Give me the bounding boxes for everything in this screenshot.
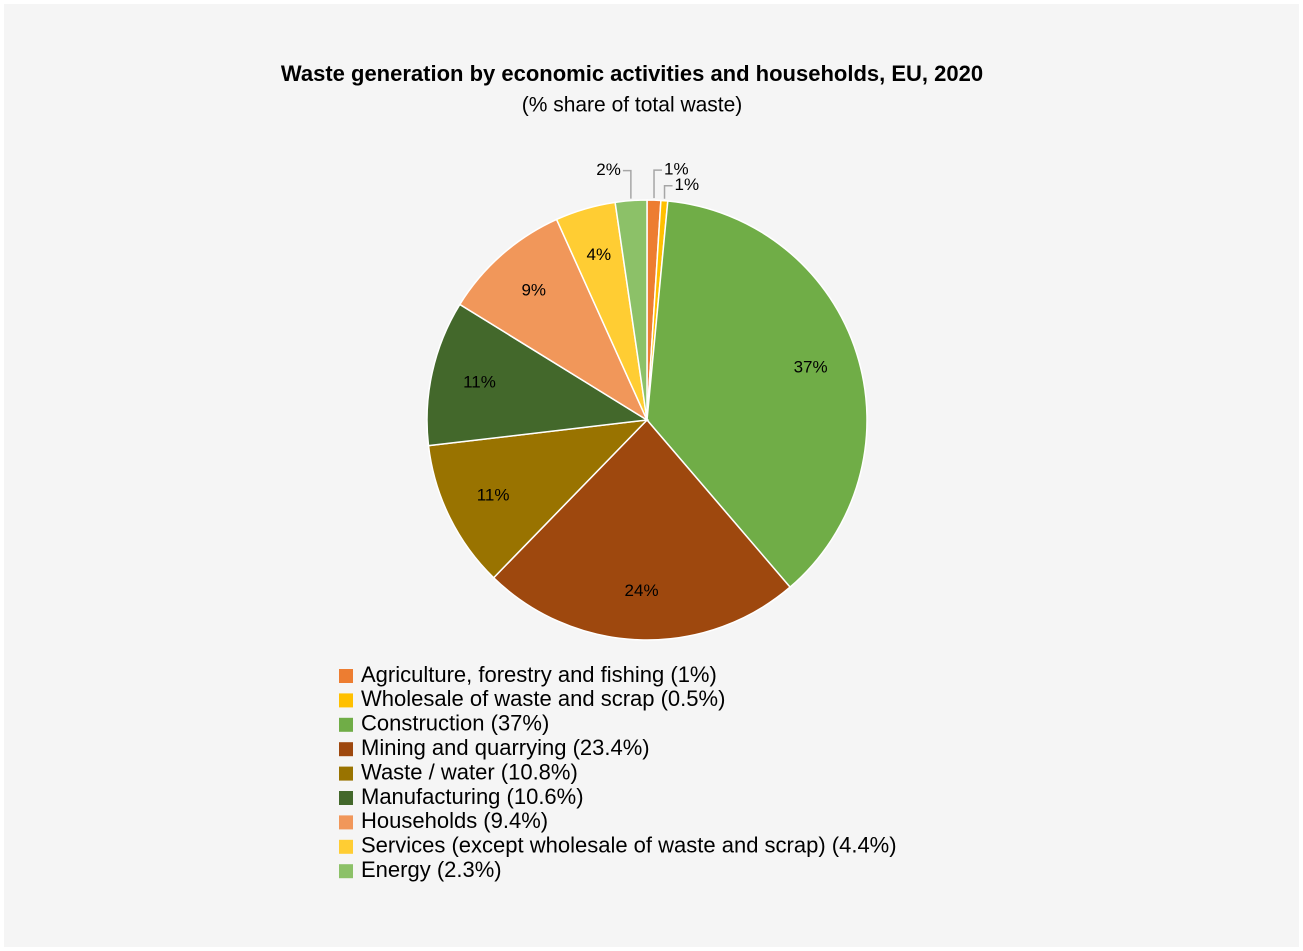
chart-title: Waste generation by economic activities … [281, 61, 983, 86]
data-label: 11% [477, 485, 510, 504]
legend-label: Construction (37%) [361, 711, 549, 736]
legend-label: Agriculture, forestry and fishing (1%) [361, 662, 717, 687]
legend-swatch [339, 815, 353, 830]
legend-label: Wholesale of waste and scrap (0.5%) [361, 686, 725, 711]
pie-slice [492, 418, 792, 641]
legend-label: Services (except wholesale of waste and … [361, 833, 897, 858]
data-label: 37% [794, 358, 828, 377]
legend-label: Manufacturing (10.6%) [361, 784, 584, 809]
leader-line [622, 169, 632, 199]
legend-swatch [339, 864, 353, 879]
pie-slice [646, 200, 868, 589]
data-label: 2% [596, 160, 621, 179]
data-label: 1% [675, 175, 700, 194]
data-label: 9% [521, 281, 546, 300]
legend-swatch [339, 766, 353, 781]
legend-swatch [339, 742, 353, 757]
legend-swatch [339, 839, 353, 854]
legend-label: Mining and quarrying (23.4%) [361, 735, 650, 760]
data-label: 24% [625, 581, 659, 600]
data-label: 4% [587, 245, 612, 264]
legend-swatch [339, 693, 353, 708]
pie-slice [458, 218, 649, 422]
data-label: 1% [664, 160, 689, 179]
legend-label: Waste / water (10.8%) [361, 759, 578, 784]
legend-swatch [339, 717, 353, 732]
pie-slice [427, 419, 650, 579]
legend-label: Energy (2.3%) [361, 857, 502, 882]
leader-line [663, 185, 673, 199]
legend-swatch [339, 791, 353, 805]
pie-slice [426, 303, 650, 447]
data-label: 11% [463, 372, 496, 391]
pie-slice [614, 199, 648, 421]
chart-subtitle: (% share of total waste) [522, 94, 743, 117]
legend-swatch [339, 669, 353, 683]
leader-line [653, 169, 663, 199]
legend-label: Households (9.4%) [361, 808, 548, 833]
